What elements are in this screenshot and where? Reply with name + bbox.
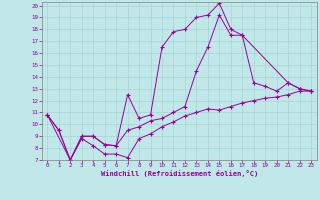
X-axis label: Windchill (Refroidissement éolien,°C): Windchill (Refroidissement éolien,°C) (100, 170, 258, 177)
